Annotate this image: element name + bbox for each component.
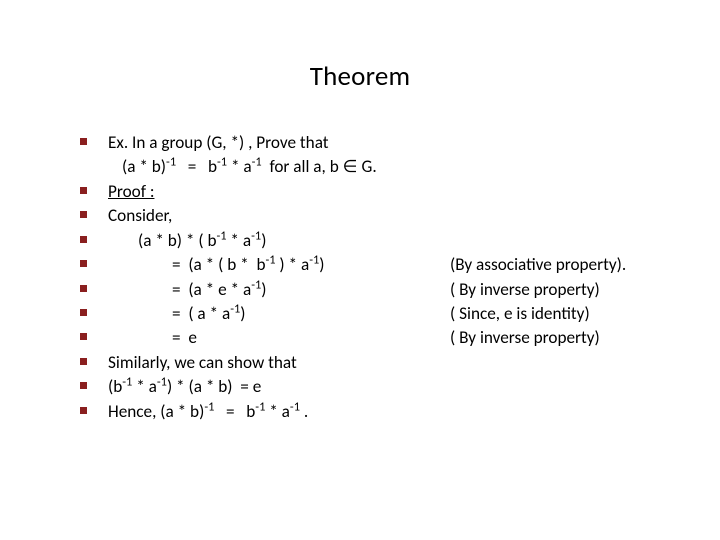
slide: Theorem Ex. In a group (G, *) , Prove th… [0,0,720,540]
bullet-icon [80,302,108,316]
list-item: Proof : [80,180,650,204]
list-item: = (a * ( b * b-1 ) * a-1)(By associative… [80,253,650,277]
list-item: = e( By inverse property) [80,326,650,350]
bullet-icon [80,131,108,145]
list-item: Similarly, we can show that [80,351,650,375]
bullet-icon [80,229,108,243]
list-item-text: (b-1 * a-1) * (a * b) = e [108,375,650,399]
bullet-icon [80,204,108,218]
reason-text: ( By inverse property) [450,326,600,350]
slide-title: Theorem [70,60,650,93]
bullet-icon [80,351,108,365]
list-item: (b-1 * a-1) * (a * b) = e [80,375,650,399]
list-item-text: Hence, (a * b)-1 = b-1 * a-1 . [108,400,650,424]
bullet-icon [80,253,108,267]
list-item: Hence, (a * b)-1 = b-1 * a-1 . [80,400,650,424]
bullet-icon [80,400,108,414]
list-item: = (a * e * a-1)( By inverse property) [80,278,650,302]
list-item: Consider, [80,204,650,228]
list-item: (a * b) * ( b-1 * a-1) [80,229,650,253]
list-item: Ex. In a group (G, *) , Prove that(a * b… [80,131,650,180]
slide-content: Ex. In a group (G, *) , Prove that(a * b… [70,131,650,424]
bullet-icon [80,278,108,292]
list-item-text: Consider, [108,204,650,228]
reason-text: (By associative property). [450,253,626,277]
list-item-text: Proof : [108,180,650,204]
list-item-text: Similarly, we can show that [108,351,650,375]
bullet-icon [80,375,108,389]
list-item-text: Ex. In a group (G, *) , Prove that(a * b… [108,131,650,180]
reason-text: ( Since, e is identity) [450,302,590,326]
reason-text: ( By inverse property) [450,278,600,302]
list-item: = ( a * a-1)( Since, e is identity) [80,302,650,326]
bullet-icon [80,180,108,194]
bullet-icon [80,326,108,340]
list-item-text: (a * b) * ( b-1 * a-1) [108,229,650,253]
